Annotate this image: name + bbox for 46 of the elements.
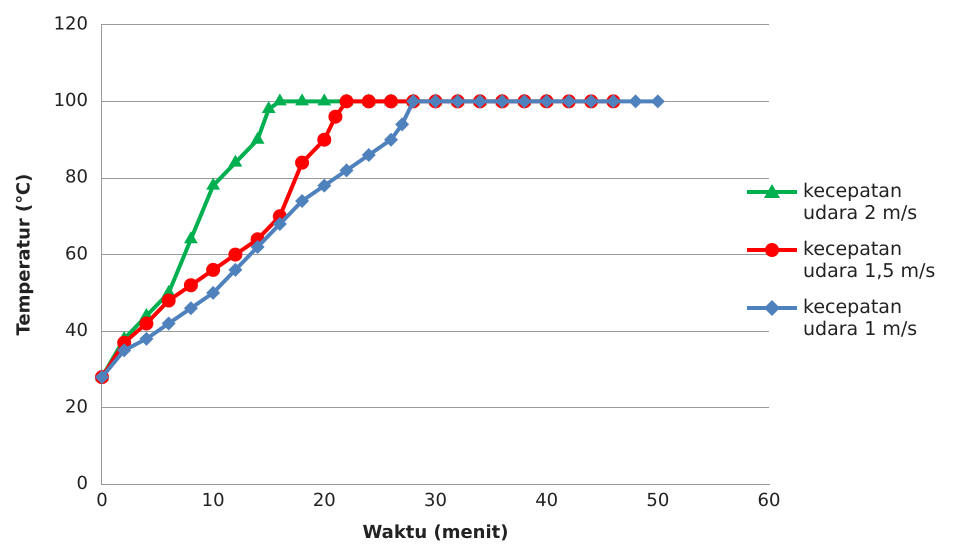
point [272,216,287,231]
x-tick-label: 20 [312,490,336,512]
point [139,332,154,346]
y-tick-label: 120 [54,13,88,34]
point [162,294,176,308]
x-tick-label: 0 [96,490,108,512]
y-tick-label: 40 [65,320,88,341]
y-tick-label: 100 [54,90,88,112]
point [117,343,132,358]
y-tick-label: 80 [65,166,88,188]
x-tick-label: 30 [424,490,447,512]
point [650,94,665,108]
point [362,94,376,108]
legend-label: kecepatan udara 1 m/s [803,296,918,340]
y-tick-label: 20 [65,396,88,418]
point [139,316,154,331]
point [384,132,398,147]
legend-label: kecepatan udara 1,5 m/s [803,238,936,282]
point [340,163,354,178]
point [228,248,242,262]
point [184,301,198,316]
point [384,94,398,108]
point [206,286,220,300]
point [228,262,242,277]
point [295,194,310,208]
point [295,156,310,170]
legend-label: kecepatan udara 2 m/s [803,180,918,224]
point [628,94,643,108]
point [328,110,342,124]
point [206,262,220,277]
point [395,117,410,132]
x-tick-label: 10 [202,490,225,512]
y-tick-label: 60 [65,243,88,264]
point [340,94,354,108]
y-tick-label: 0 [76,473,88,494]
point [317,132,332,147]
point [162,316,176,331]
point [250,240,265,254]
x-axis-title: Waktu (menit) [362,522,508,543]
point [317,178,332,193]
point [184,278,198,292]
x-tick-label: 40 [535,490,558,512]
x-tick-label: 60 [758,490,780,512]
y-axis-title: Temperatur (℃) [13,174,34,336]
point [362,148,376,162]
x-tick-label: 50 [646,490,670,512]
